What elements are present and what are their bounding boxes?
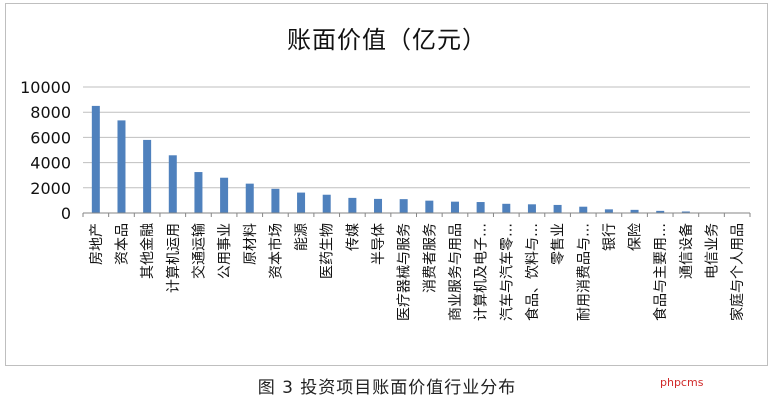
bar bbox=[322, 194, 331, 213]
x-tick-label: 银行 bbox=[602, 223, 618, 251]
x-tick-label: 其他金融 bbox=[140, 223, 156, 279]
x-tick-label: 消费者服务 bbox=[422, 223, 438, 293]
bar bbox=[450, 201, 459, 213]
bar bbox=[220, 177, 229, 213]
x-tick-label: 资本品 bbox=[114, 223, 130, 265]
y-tick-label: 10000 bbox=[20, 78, 71, 97]
bar bbox=[656, 210, 665, 213]
y-tick-label: 6000 bbox=[30, 128, 71, 147]
chart-frame bbox=[5, 3, 768, 366]
y-tick-label: 2000 bbox=[30, 179, 71, 198]
bar bbox=[168, 155, 177, 213]
x-tick-label: 通信设备 bbox=[678, 223, 695, 279]
x-tick-label: 能源 bbox=[294, 223, 310, 251]
x-tick-label: 医疗器械与服务 bbox=[397, 223, 413, 321]
bar bbox=[579, 206, 588, 213]
bar bbox=[271, 188, 280, 213]
x-tick-label: 计算机及电子… bbox=[474, 223, 490, 321]
x-tick-label: 医药生物 bbox=[320, 223, 336, 279]
x-tick-label: 汽车与汽车零… bbox=[498, 223, 515, 321]
x-tick-label: 传媒 bbox=[345, 223, 361, 251]
x-tick-label: 资本市场 bbox=[267, 223, 284, 279]
x-tick-label: 电信业务 bbox=[705, 223, 721, 279]
bar bbox=[348, 197, 357, 213]
bar bbox=[425, 200, 434, 213]
bar bbox=[297, 192, 306, 213]
y-tick-label: 4000 bbox=[30, 154, 71, 173]
x-tick-label: 半导体 bbox=[371, 223, 387, 265]
chart-title: 账面价值（亿元） bbox=[287, 26, 487, 54]
bar bbox=[681, 211, 690, 213]
bar bbox=[245, 183, 254, 213]
watermark: phpcms bbox=[660, 376, 704, 389]
y-tick-label: 0 bbox=[61, 204, 71, 223]
x-tick-label: 房地产 bbox=[89, 223, 105, 265]
x-tick-label: 公用事业 bbox=[217, 223, 233, 279]
bar bbox=[527, 204, 536, 213]
bar bbox=[117, 120, 126, 213]
x-tick-label: 食品与主要用… bbox=[652, 223, 669, 321]
x-tick-label: 保险 bbox=[628, 223, 644, 251]
x-tick-label: 耐用消费品与… bbox=[576, 223, 592, 321]
bar bbox=[604, 209, 613, 213]
x-tick-label: 计算机运用 bbox=[166, 223, 182, 293]
bar bbox=[194, 172, 203, 213]
bar bbox=[630, 209, 639, 213]
bar bbox=[553, 204, 562, 213]
bar bbox=[399, 199, 408, 213]
bar bbox=[374, 198, 383, 213]
x-tick-label: 商业服务与用品 bbox=[448, 223, 464, 321]
x-tick-label: 零售业 bbox=[551, 223, 567, 265]
bar bbox=[502, 203, 511, 213]
x-tick-label: 交通运输 bbox=[190, 223, 207, 279]
y-tick-label: 8000 bbox=[30, 103, 71, 122]
x-tick-label: 家庭与个人用品 bbox=[729, 223, 746, 321]
x-tick-label: 原材料 bbox=[243, 223, 259, 265]
bar bbox=[476, 202, 485, 213]
figure-caption: 图 3 投资项目账面价值行业分布 bbox=[257, 378, 517, 398]
bar bbox=[91, 105, 100, 213]
x-tick-label: 食品、饮料与… bbox=[524, 223, 541, 321]
bar bbox=[143, 139, 152, 213]
